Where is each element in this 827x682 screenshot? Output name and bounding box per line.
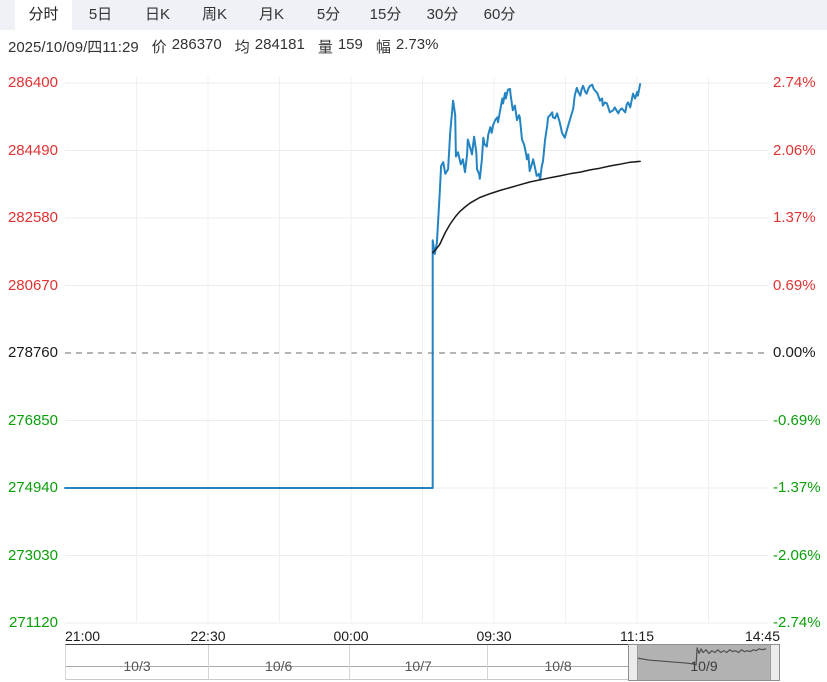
- navigator-mini-chart: [638, 647, 767, 666]
- quote-average-label: 均: [234, 38, 250, 56]
- tab-周K[interactable]: 周K: [201, 6, 227, 23]
- quote-average: 均 284181: [235, 36, 305, 57]
- x-axis-time-label: 00:00: [333, 628, 369, 644]
- y-axis-percent-label: 2.74%: [773, 74, 816, 91]
- y-axis-price-label: 282580: [7, 209, 58, 226]
- x-axis-time-label: 11:15: [620, 628, 654, 644]
- navigator-date-label: 10/8: [544, 658, 572, 674]
- navigator-date-label: 10/7: [404, 658, 432, 674]
- tab-15分[interactable]: 15分: [369, 6, 402, 23]
- quote-range-value: 2.73%: [395, 35, 439, 53]
- y-axis-percent-label: 1.37%: [773, 209, 816, 226]
- quote-volume-value: 159: [337, 35, 363, 53]
- y-axis-price-label: 274940: [7, 479, 58, 496]
- quote-datetime: 2025/10/09/四11:29: [8, 38, 139, 56]
- navigator-centerline: [66, 666, 767, 667]
- tab-60分[interactable]: 60分: [483, 6, 516, 23]
- y-axis-price-label: 271120: [9, 614, 58, 631]
- navigator-divider: [487, 645, 489, 679]
- range-selection-box[interactable]: 10/9: [628, 644, 780, 681]
- y-axis-percent-label: 0.69%: [773, 276, 816, 294]
- y-axis-price-label: 278760: [7, 344, 58, 361]
- y-axis-percent-label: -0.69%: [773, 411, 821, 429]
- x-axis-time-label: 14:45: [744, 628, 780, 644]
- quote-volume-label: 量: [317, 38, 333, 56]
- tab-30分[interactable]: 30分: [426, 6, 459, 23]
- y-axis-percent-label: -2.74%: [773, 614, 821, 631]
- tab-日K[interactable]: 日K: [144, 6, 170, 23]
- y-axis-price-label: 276850: [7, 411, 58, 429]
- y-axis-price-label: 280670: [7, 276, 58, 294]
- tab-月K[interactable]: 月K: [258, 6, 284, 23]
- x-axis-time-label: 09:30: [476, 628, 512, 644]
- y-axis-price-label: 286400: [7, 74, 58, 91]
- quote-price: 价 286370: [152, 36, 222, 57]
- range-selection-fill[interactable]: [638, 645, 770, 680]
- quote-range: 幅 2.73%: [376, 36, 439, 57]
- navigator-divider: [349, 645, 351, 679]
- range-handle-left[interactable]: [629, 645, 638, 680]
- y-axis-price-label: 273030: [7, 546, 58, 564]
- navigator-date-label: 10/6: [265, 658, 293, 674]
- y-axis-percent-label: -1.37%: [773, 479, 821, 496]
- quote-average-value: 284181: [254, 35, 305, 53]
- x-axis-time-label: 21:00: [65, 628, 101, 644]
- period-tabbar: 分时 5日 日K 周K 月K 5分 15分 30分 60分: [0, 0, 827, 30]
- quote-range-label: 幅: [375, 38, 391, 56]
- range-navigator[interactable]: 10/3 10/6 10/7 10/8 10/9: [65, 644, 780, 681]
- quote-info-bar: 2025/10/09/四11:29 价 286370 均 284181 量 15…: [8, 36, 438, 56]
- tab-5分[interactable]: 5分: [316, 6, 341, 23]
- tab-分时[interactable]: 分时: [15, 0, 72, 30]
- navigator-date-label: 10/3: [123, 658, 151, 674]
- navigator-divider: [208, 645, 209, 679]
- y-axis-percent-label: 2.06%: [773, 141, 816, 159]
- x-axis-time-label: 22:30: [190, 628, 226, 644]
- quote-volume: 量 159: [318, 36, 363, 57]
- quote-price-value: 286370: [171, 35, 222, 53]
- y-axis-percent-label: -2.06%: [773, 546, 821, 564]
- y-axis-price-label: 284490: [7, 141, 58, 159]
- y-axis-percent-label: 0.00%: [773, 344, 816, 361]
- tab-5日[interactable]: 5日: [88, 6, 113, 23]
- range-handle-right[interactable]: [770, 645, 779, 680]
- quote-price-label: 价: [151, 38, 167, 56]
